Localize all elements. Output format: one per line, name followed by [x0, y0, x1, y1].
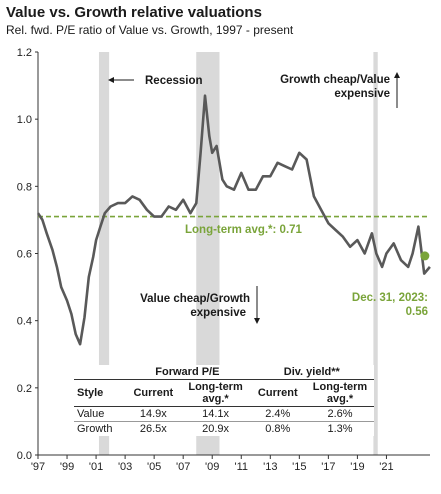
row-style: Growth: [77, 423, 113, 435]
row-dy-current: 0.8%: [265, 423, 291, 435]
div-yield-header: Div. yield**: [249, 365, 374, 380]
recession-label: Recession: [145, 75, 203, 87]
recession-annotation: Recession: [108, 75, 203, 87]
y-tick-label: 0.4: [17, 316, 32, 328]
x-tick-label: '99: [60, 461, 74, 473]
table-row: Value 14.9x 14.1x 2.4% 2.6%: [74, 406, 374, 422]
x-tick-label: '21: [379, 461, 393, 473]
col-dy-current: Current: [249, 379, 306, 407]
table-row: Growth 26.5x 20.9x 0.8% 1.3%: [74, 422, 374, 437]
x-tick-label: '19: [350, 461, 364, 473]
x-tick-label: '97: [31, 461, 45, 473]
row-pe-current: 14.9x: [125, 406, 182, 422]
col-pe-lt-avg: Long-term avg.*: [181, 379, 250, 407]
growth-cheap-annotation: Growth cheap/Value expensive: [280, 72, 400, 108]
growth-cheap-label-1: Growth cheap/Value: [280, 74, 390, 86]
x-tick-label: '17: [321, 461, 335, 473]
x-tick-label: '05: [147, 461, 161, 473]
average-label: Long-term avg.*: 0.71: [185, 224, 303, 236]
value-cheap-label-2: expensive: [190, 307, 246, 319]
col-style: Style: [74, 379, 126, 407]
series-line: [36, 94, 431, 346]
x-tick-label: '15: [292, 461, 306, 473]
col-pe-current: Current: [125, 379, 182, 407]
row-dy-current: 2.4%: [249, 406, 306, 422]
current-value-label: 0.56: [406, 306, 428, 318]
row-dy-avg: 1.3%: [327, 423, 353, 435]
y-tick-label: 0.0: [17, 450, 32, 462]
recession-band-0: [98, 52, 110, 455]
current-date-label: Dec. 31, 2023:: [352, 292, 428, 304]
row-pe-current: 26.5x: [139, 423, 167, 435]
chart-title: Value vs. Growth relative valuations: [6, 4, 262, 21]
value-cheap-annotation: Value cheap/Growth expensive: [140, 286, 260, 324]
y-tick-label: 0.8: [17, 181, 32, 193]
row-style: Value: [74, 406, 126, 422]
x-tick-label: '09: [205, 461, 219, 473]
x-tick-label: '13: [263, 461, 277, 473]
col-dy-lt-avg: Long-term avg.*: [306, 379, 374, 407]
x-tick-label: '11: [234, 461, 248, 473]
y-tick-label: 1.2: [17, 47, 32, 59]
y-ticks: 0.0 0.2 0.4 0.6 0.8 1.0 1.2: [17, 47, 38, 462]
x-tick-label: '07: [176, 461, 190, 473]
row-dy-avg: 2.6%: [306, 406, 374, 422]
valuation-table: Forward P/E Div. yield** Style Current L…: [74, 365, 374, 436]
chart-subtitle: Rel. fwd. P/E ratio of Value vs. Growth,…: [6, 23, 294, 37]
row-pe-avg: 14.1x: [181, 406, 250, 422]
x-ticks: '97 '99 '01 '03 '05 '07 '09 '11 '13 '15 '17 '19 '21: [31, 455, 394, 473]
growth-cheap-label-2: expensive: [334, 88, 390, 100]
y-tick-label: 0.2: [17, 383, 32, 395]
x-tick-label: '01: [89, 461, 103, 473]
row-pe-avg: 20.9x: [202, 423, 230, 435]
current-value-point: [420, 251, 430, 261]
y-tick-label: 1.0: [17, 114, 32, 126]
x-tick-label: '03: [118, 461, 132, 473]
forward-pe-header: Forward P/E: [125, 365, 250, 380]
value-cheap-label-1: Value cheap/Growth: [140, 293, 250, 305]
y-tick-label: 0.6: [17, 249, 32, 261]
